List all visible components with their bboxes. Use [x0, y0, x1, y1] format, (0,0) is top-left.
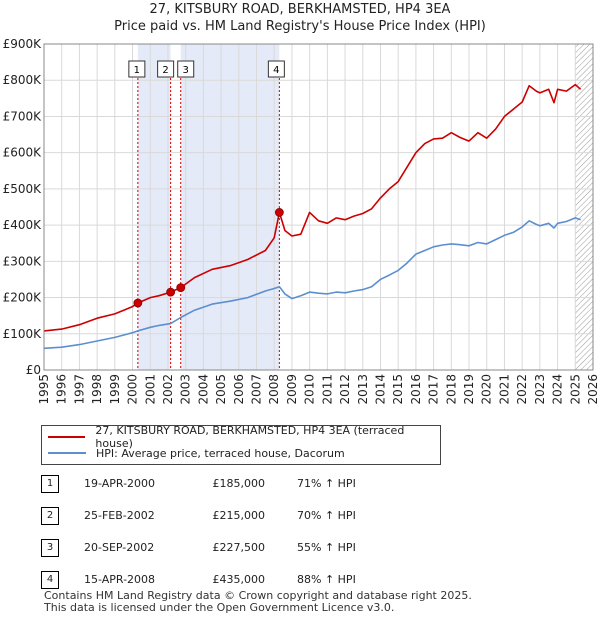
x-tick-label: 2015 — [391, 374, 405, 405]
x-tick-label: 1996 — [55, 374, 69, 405]
y-tick-label: £700K — [3, 109, 43, 123]
y-tick-label: £400K — [3, 218, 43, 232]
x-tick-label: 1997 — [72, 374, 86, 405]
y-tick-label: £100K — [3, 327, 43, 341]
x-tick-label: 2025 — [568, 374, 582, 405]
sale-number-badge: 2 — [41, 507, 59, 525]
x-tick-label: 2007 — [250, 374, 264, 405]
footer-attribution: Contains HM Land Registry data © Crown c… — [44, 590, 472, 614]
x-tick-label: 2006 — [232, 374, 246, 405]
sale-date: 19-APR-2000 — [84, 477, 156, 490]
x-tick-label: 2026 — [586, 374, 600, 405]
y-tick-label: £200K — [3, 291, 43, 305]
sale-point — [176, 283, 186, 292]
y-tick-label: £0 — [26, 363, 41, 377]
x-tick-label: 2019 — [462, 374, 476, 405]
sale-number-badge: 3 — [41, 539, 59, 557]
x-tick-label: 1999 — [108, 374, 122, 405]
plot-area — [44, 44, 593, 370]
sale-label-box: 2 — [157, 60, 175, 78]
table-row: 4 15-APR-2008 £435,000 88% ↑ HPI — [41, 571, 461, 589]
footer-line-licence: This data is licensed under the Open Gov… — [44, 601, 395, 614]
chart-legend: 27, KITSBURY ROAD, BERKHAMSTED, HP4 3EA … — [41, 424, 441, 465]
forecast-hatch — [575, 44, 593, 370]
sale-hpi-change: 71% ↑ HPI — [297, 477, 356, 490]
legend-label-hpi: HPI: Average price, terraced house, Daco… — [96, 446, 345, 460]
sale-date: 15-APR-2008 — [84, 573, 156, 586]
sale-label-rect — [177, 60, 195, 78]
sale-label-text: 2 — [162, 65, 168, 76]
x-tick-label: 2014 — [373, 374, 387, 405]
sale-label-text: 4 — [273, 65, 279, 76]
x-tick-label: 2012 — [338, 374, 352, 405]
legend-swatch-price — [48, 436, 86, 438]
sale-date: 20-SEP-2002 — [84, 541, 155, 554]
legend-label-price: 27, KITSBURY ROAD, BERKHAMSTED, HP4 3EA … — [95, 424, 405, 450]
sale-point — [274, 208, 284, 217]
x-tick-label: 2005 — [214, 374, 228, 405]
x-tick-label: 2013 — [356, 374, 370, 405]
x-tick-label: 2001 — [143, 374, 157, 405]
sale-label-text: 1 — [134, 65, 140, 76]
legend-swatch-hpi — [48, 452, 86, 454]
legend-item-hpi: HPI: Average price, terraced house, Daco… — [48, 445, 345, 461]
price-chart: 1 2 3 4 £0 £100K £200K £300K £400K £500K £600K £700… — [3, 37, 600, 405]
sale-point — [166, 287, 176, 297]
plot-border — [43, 43, 594, 371]
x-tick-label: 2020 — [480, 374, 494, 405]
x-tick-label: 2022 — [515, 374, 529, 405]
legend-item-price: 27, KITSBURY ROAD, BERKHAMSTED, HP4 3EA … — [48, 424, 440, 450]
y-tick-label: £900K — [3, 37, 43, 51]
shaded-period — [180, 44, 280, 370]
footer-line-copyright: Contains HM Land Registry data © Crown c… — [44, 589, 472, 602]
sale-number-badge: 4 — [41, 571, 59, 589]
sale-label-rect — [128, 60, 146, 78]
table-row: 3 20-SEP-2002 £227,500 55% ↑ HPI — [41, 539, 461, 557]
hpi-line-series — [43, 217, 581, 350]
sale-point — [133, 298, 143, 308]
sale-price: £227,500 — [212, 541, 266, 554]
x-tick-label: 2010 — [303, 374, 317, 405]
x-tick-label: 2009 — [285, 374, 299, 405]
sale-hpi-change: 55% ↑ HPI — [297, 541, 356, 554]
sale-hpi-change: 88% ↑ HPI — [297, 573, 356, 586]
sale-price: £185,000 — [212, 477, 266, 490]
y-tick-label: £600K — [3, 146, 43, 160]
x-tick-label: 2021 — [497, 374, 511, 405]
sale-label-rect — [267, 60, 285, 78]
x-tick-label: 2004 — [196, 374, 210, 405]
x-tick-label: 2016 — [409, 374, 423, 405]
sale-hpi-change: 70% ↑ HPI — [297, 509, 356, 522]
sale-label-text: 3 — [183, 65, 189, 76]
chart-subtitle: Price paid vs. HM Land Registry's House … — [114, 19, 486, 34]
sale-number-badge: 1 — [41, 475, 59, 493]
x-tick-label: 1995 — [37, 374, 51, 405]
x-tick-label: 2008 — [267, 374, 281, 405]
x-tick-label: 1998 — [90, 374, 104, 405]
sale-label-rect — [157, 60, 175, 78]
x-tick-label: 2003 — [179, 374, 193, 405]
table-row: 2 25-FEB-2002 £215,000 70% ↑ HPI — [41, 507, 461, 525]
x-tick-label: 2002 — [161, 374, 175, 405]
sale-label-box: 4 — [267, 60, 285, 78]
sale-price: £215,000 — [212, 509, 266, 522]
x-tick-label: 2011 — [320, 374, 334, 405]
y-tick-label: £800K — [3, 73, 43, 87]
x-tick-label: 2018 — [444, 374, 458, 405]
y-tick-label: £500K — [3, 182, 43, 196]
y-tick-label: £300K — [3, 254, 43, 268]
sale-price: £435,000 — [212, 573, 266, 586]
x-tick-label: 2000 — [126, 374, 140, 405]
x-tick-label: 2023 — [533, 374, 547, 405]
sale-label-box: 1 — [128, 60, 146, 78]
sale-date: 25-FEB-2002 — [84, 509, 155, 522]
shaded-period — [137, 44, 171, 370]
x-tick-label: 2024 — [551, 374, 565, 405]
x-tick-label: 2017 — [427, 374, 441, 405]
table-row: 1 19-APR-2000 £185,000 71% ↑ HPI — [41, 475, 461, 493]
sale-label-box: 3 — [177, 60, 195, 78]
chart-title: 27, KITSBURY ROAD, BERKHAMSTED, HP4 3EA — [149, 2, 451, 17]
